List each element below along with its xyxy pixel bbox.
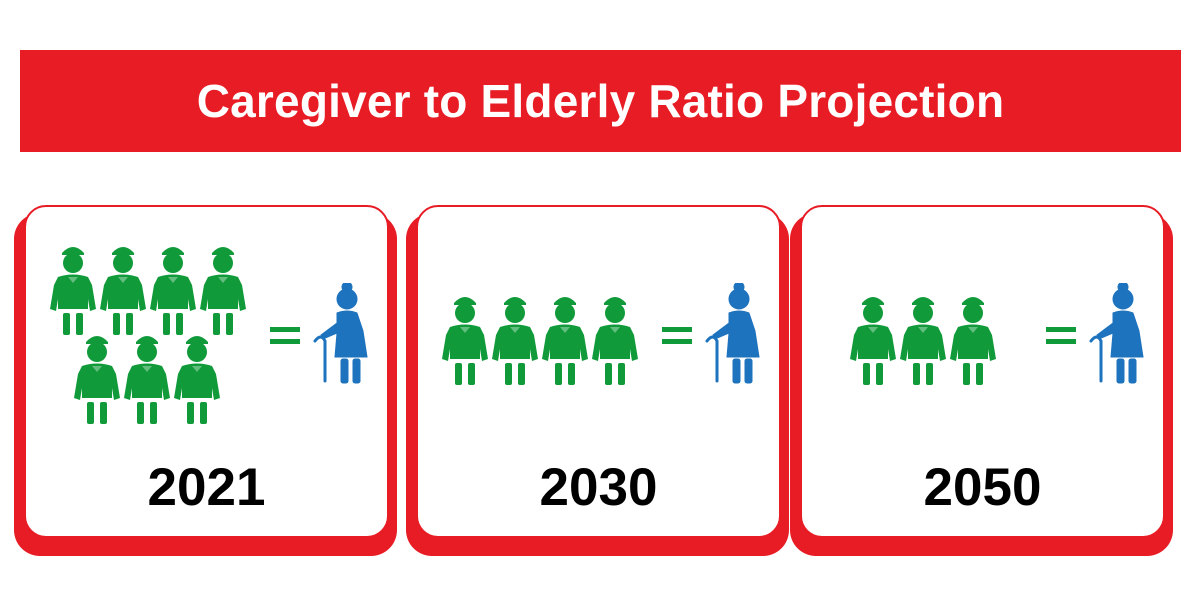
caregiver-icon xyxy=(148,239,198,339)
card-year-label: 2050 xyxy=(923,458,1042,517)
caregiver-icon xyxy=(48,239,98,339)
caregiver-icon xyxy=(72,328,122,428)
card-year-label: 2030 xyxy=(539,458,658,517)
card-year-label: 2021 xyxy=(147,458,266,517)
caregiver-icon xyxy=(122,328,172,428)
caregiver-icon xyxy=(948,289,998,389)
equals-sign-icon xyxy=(270,327,300,345)
page-title: Caregiver to Elderly Ratio Projection xyxy=(196,75,1005,127)
title-banner: Caregiver to Elderly Ratio Projection xyxy=(20,50,1181,152)
ratio-card-2021: 2021 xyxy=(24,205,389,538)
equals-sign-icon xyxy=(662,327,692,345)
caregiver-icon xyxy=(172,328,222,428)
caregiver-icon xyxy=(898,289,948,389)
ratio-card-2030: 2030 xyxy=(416,205,781,538)
elderly-person-with-cane-icon xyxy=(703,283,767,385)
caregiver-icon xyxy=(490,289,540,389)
elderly-person-with-cane-icon xyxy=(1087,283,1151,385)
caregiver-icon xyxy=(590,289,640,389)
equals-sign-icon xyxy=(1046,327,1076,345)
caregiver-icon xyxy=(848,289,898,389)
caregiver-icon xyxy=(540,289,590,389)
elderly-person-with-cane-icon xyxy=(311,283,375,385)
caregiver-icon xyxy=(440,289,490,389)
caregiver-icon xyxy=(98,239,148,339)
caregiver-icon xyxy=(198,239,248,339)
ratio-card-2050: 2050 xyxy=(800,205,1165,538)
